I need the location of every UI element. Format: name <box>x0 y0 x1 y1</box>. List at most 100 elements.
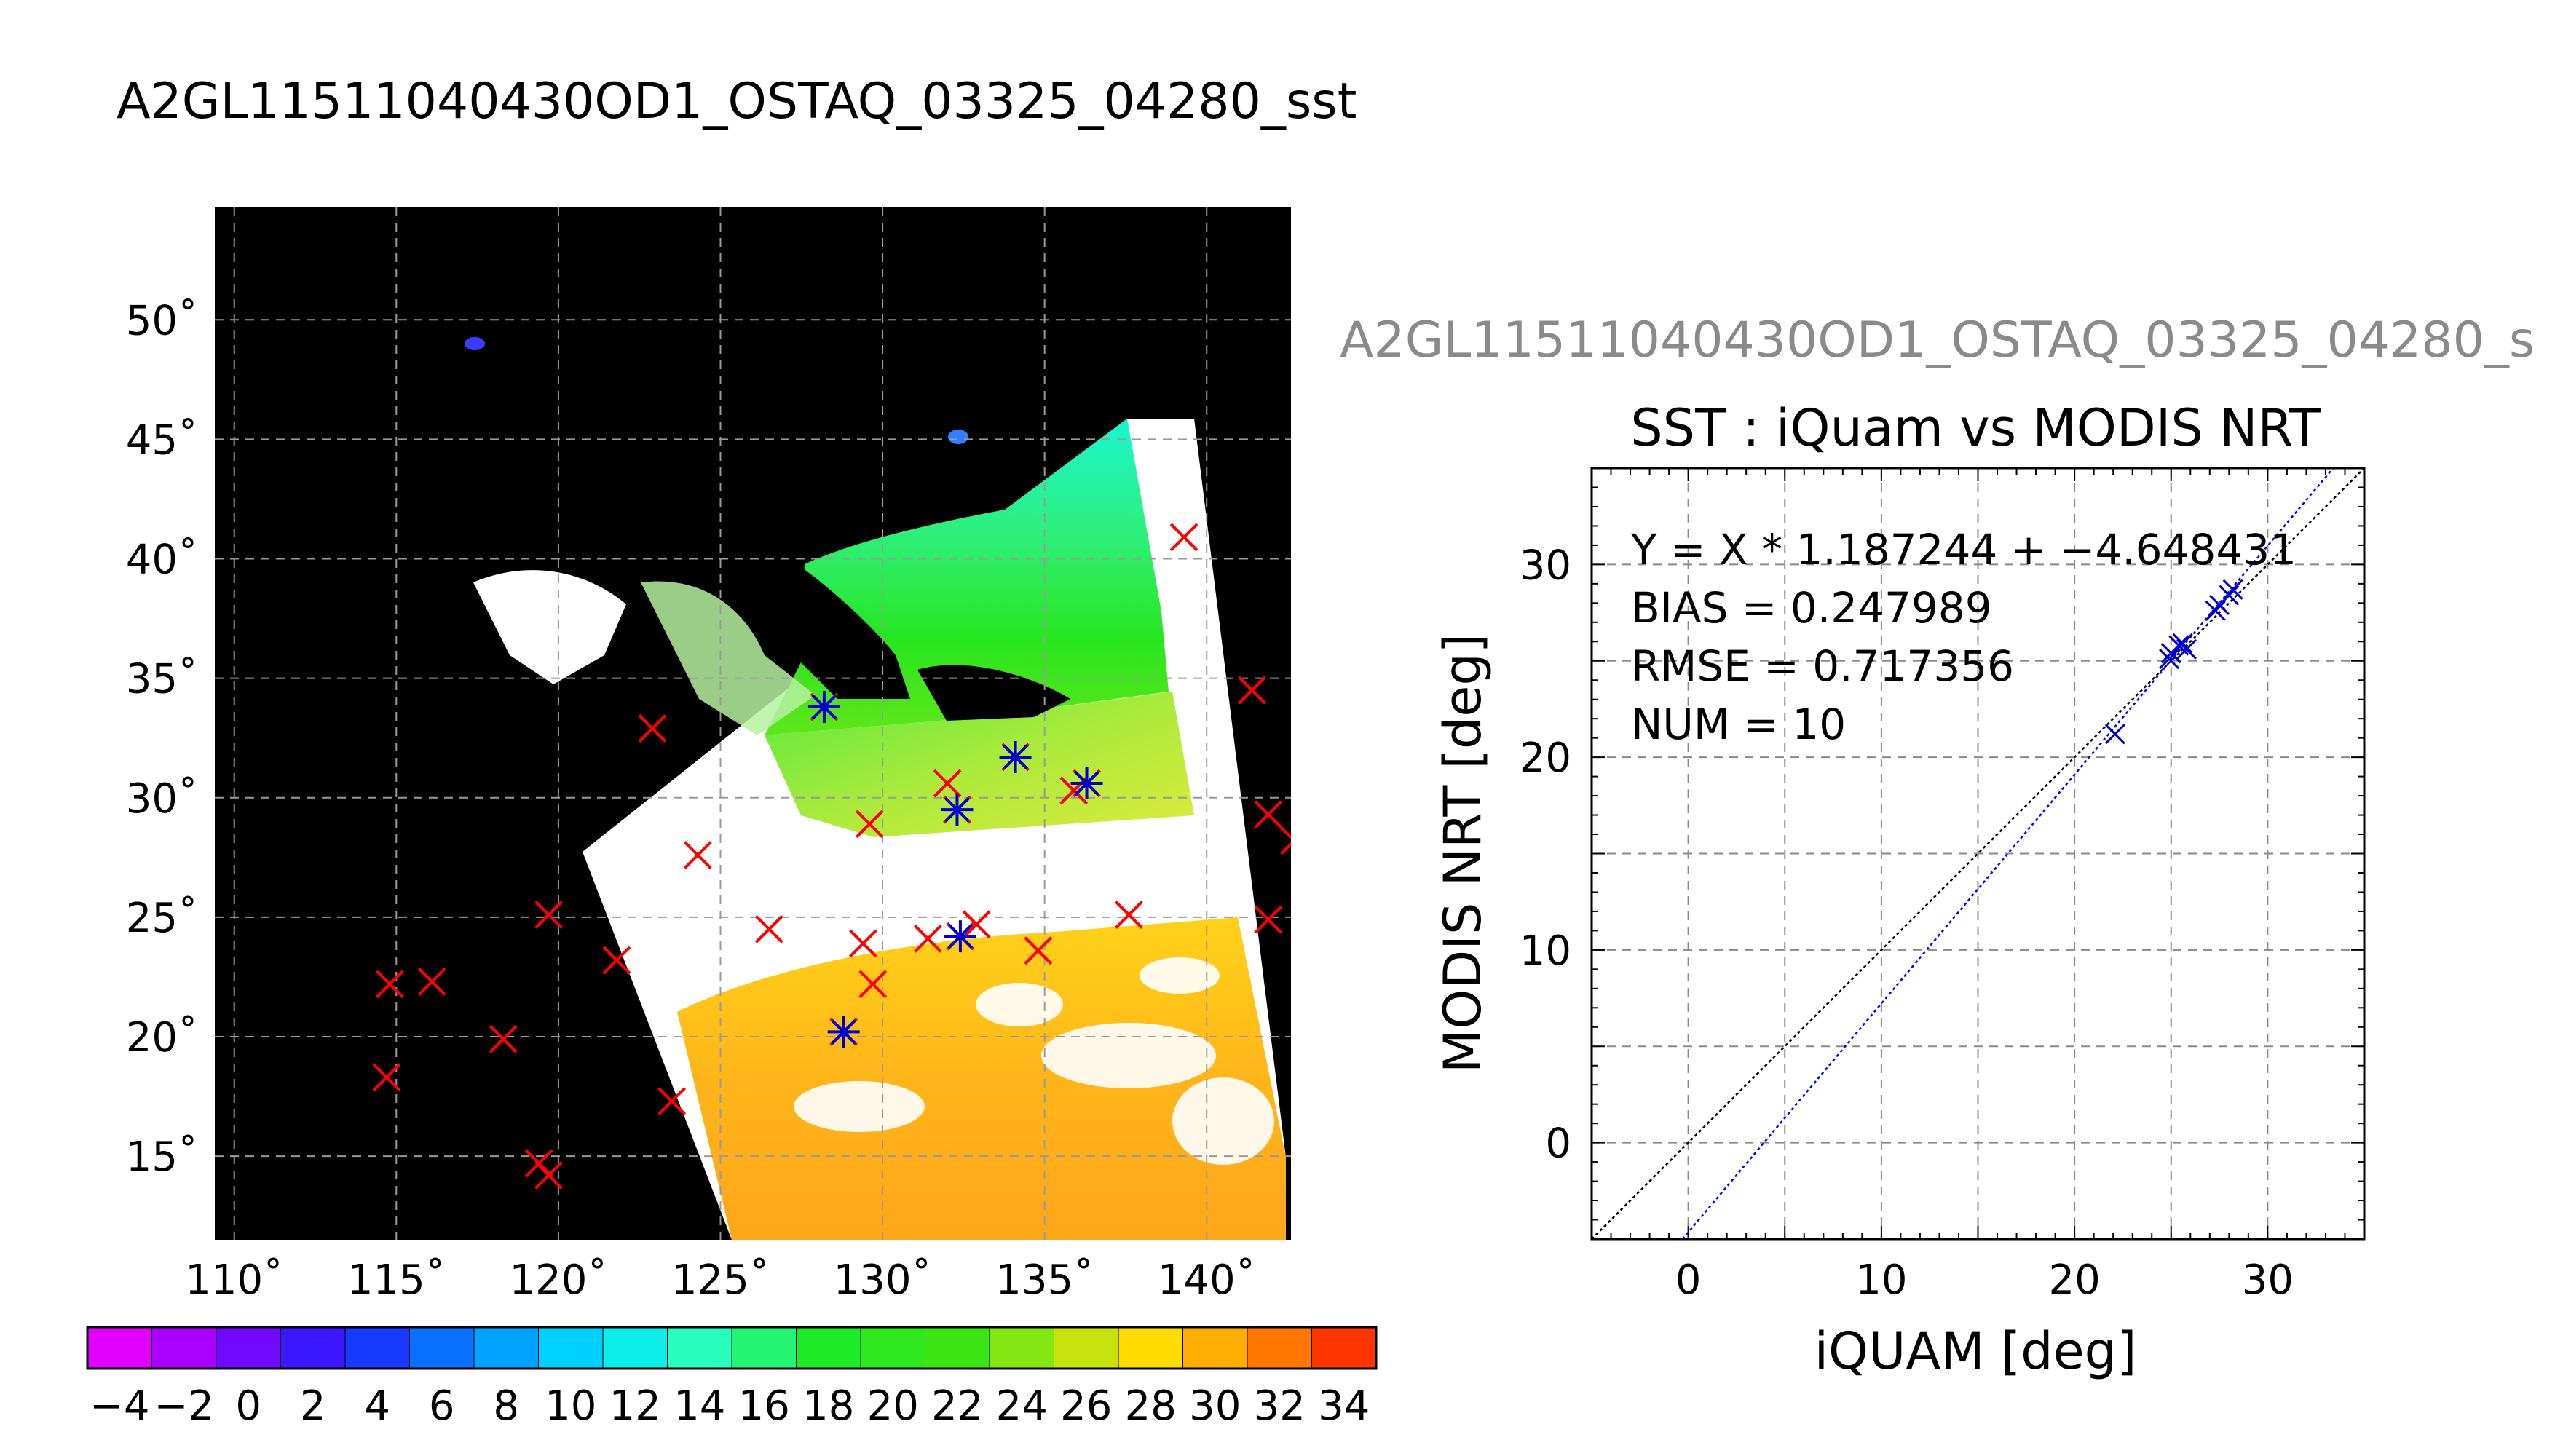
matched-station-cross <box>1003 744 1029 770</box>
iquam-station-marker <box>602 946 631 975</box>
page-title: A2GL11511040430OD1_OSTAQ_03325_04280_sst <box>117 73 1357 130</box>
scatter-panel: SST : iQuam vs MODIS NRT 0 10 20 30 0 10 20 30… <box>1433 398 2366 1381</box>
matched-station-cross <box>831 1019 857 1045</box>
colorbar-swatch <box>602 1326 668 1369</box>
scatter-stat-line: RMSE = 0.717356 <box>1631 641 2014 691</box>
colorbar-swatch <box>473 1326 539 1369</box>
sst-field-mid <box>765 692 1194 837</box>
map-y-tick-label: 45˚ <box>126 416 198 464</box>
iquam-station-marker <box>1059 776 1089 805</box>
iquam-station-marker <box>534 1160 563 1190</box>
scatter-point <box>2159 649 2180 670</box>
colorbar-swatch <box>1247 1326 1312 1369</box>
scatter-stats: Y = X * 1.187244 + −4.648431 BIAS = 0.247… <box>1630 525 2297 749</box>
colorbar-tick-label: 10 <box>545 1382 596 1430</box>
scatter-x-tick-label: 10 <box>1855 1257 1907 1304</box>
colorbar-tick-label: 6 <box>429 1382 455 1430</box>
iquam-station-marker <box>375 970 404 999</box>
scatter-y-tick-labels: 0 10 20 30 <box>1520 542 1571 1167</box>
map-x-tick-label: 130˚ <box>834 1257 932 1304</box>
colorbar-swatch <box>1118 1326 1183 1369</box>
scatter-y-axis-label: MODIS NRT [deg] <box>1433 633 1493 1073</box>
colorbar-swatch <box>731 1326 797 1369</box>
colorbar-tick-label: 20 <box>867 1382 919 1430</box>
map-y-tick-label: 15˚ <box>126 1133 198 1181</box>
sst-field-coast <box>641 581 816 735</box>
scatter-point <box>2176 638 2197 660</box>
colorbar-swatch <box>925 1326 990 1369</box>
sst-field-south <box>677 917 1286 1240</box>
colorbar-tick-labels: −4 −2 0 2 4 6 8 10 12 14 16 18 20 22 24 26 28 30 32 34 <box>90 1382 1370 1430</box>
map-x-tick-label: 140˚ <box>1158 1257 1256 1304</box>
iquam-station-marker <box>1114 901 1143 930</box>
scatter-title: SST : iQuam vs MODIS NRT <box>1630 398 2321 458</box>
iquam-station-marker <box>1024 936 1053 965</box>
iquam-station-marker <box>683 841 712 869</box>
iquam-station-marker <box>848 929 877 958</box>
scatter-x-tick-label: 30 <box>2242 1257 2294 1304</box>
scatter-y-tick-label: 30 <box>1520 542 1571 589</box>
cloud-patches <box>794 957 1274 1165</box>
scatter-x-tick-labels: 0 10 20 30 <box>1675 1257 2294 1304</box>
scatter-y-tick-label: 0 <box>1545 1120 1571 1168</box>
map-x-tick-label: 110˚ <box>185 1257 283 1304</box>
matched-station-cross <box>947 923 974 949</box>
scatter-stat-line: NUM = 10 <box>1631 700 1846 749</box>
colorbar-tick-label: −4 <box>90 1382 150 1430</box>
colorbar-swatch <box>87 1326 152 1369</box>
scatter-x-tick-label: 0 <box>1675 1257 1702 1304</box>
scatter-y-tick-label: 10 <box>1520 927 1571 975</box>
iquam-station-marker <box>417 968 446 996</box>
colorbar-swatch <box>409 1326 475 1369</box>
map-y-tick-label: 35˚ <box>126 656 198 703</box>
iquam-station-marker <box>933 769 962 798</box>
map-y-tick-label: 50˚ <box>126 297 198 344</box>
scatter-point <box>2205 600 2226 621</box>
matched-station-marker <box>827 1016 860 1048</box>
identity-line <box>1591 467 2365 1240</box>
map-x-tick-label: 120˚ <box>509 1257 607 1304</box>
colorbar-swatch <box>151 1326 217 1369</box>
map-x-tick-label: 135˚ <box>995 1257 1094 1304</box>
iquam-station-marker <box>1280 826 1291 855</box>
iquam-station-marker <box>489 1024 518 1053</box>
colorbar-swatch <box>796 1326 861 1369</box>
colorbar-tick-label: 34 <box>1318 1382 1370 1430</box>
matched-station-marker <box>999 740 1032 773</box>
colorbar-tick-label: 24 <box>996 1382 1048 1430</box>
iquam-station-marker <box>1254 905 1283 934</box>
colorbar-swatches <box>87 1326 1377 1369</box>
colorbar-swatch <box>344 1326 410 1369</box>
colorbar-tick-label: −2 <box>154 1382 214 1430</box>
colorbar-tick-label: 26 <box>1060 1382 1112 1430</box>
lake-blue-2 <box>465 337 485 350</box>
matched-station-cross <box>1074 770 1099 796</box>
colorbar-swatch <box>216 1326 281 1369</box>
colorbar-tick-label: 4 <box>364 1382 390 1430</box>
land-korea-gap <box>797 564 910 699</box>
map-y-tick-labels: 15˚ 20˚ 25˚ 30˚ 35˚ 40˚ 45˚ 50˚ <box>126 297 198 1181</box>
scatter-gridlines <box>1591 467 2365 1240</box>
lake-blue-1 <box>948 430 968 444</box>
iquam-station-marker <box>754 914 783 943</box>
map-gridlines <box>215 207 1291 1240</box>
colorbar-swatch <box>280 1326 346 1369</box>
map-x-tick-labels: 110˚ 115˚ 120˚ 125˚ 130˚ 135˚ 140˚ <box>185 1257 1255 1304</box>
scatter-points <box>2104 579 2243 745</box>
map-y-tick-label: 30˚ <box>126 775 198 823</box>
iquam-station-marker <box>638 714 667 743</box>
map-x-tick-label: 115˚ <box>347 1257 446 1304</box>
matched-station-cross <box>944 796 970 823</box>
iquam-station-marker <box>962 910 991 939</box>
iquam-station-marker <box>657 1087 687 1116</box>
colorbar-tick-label: 12 <box>609 1382 661 1430</box>
colorbar-tick-label: 22 <box>931 1382 983 1430</box>
scatter-frame <box>1590 467 2366 1241</box>
map-markers-clipped <box>372 523 1291 1190</box>
iquam-station-marker <box>913 925 942 953</box>
scatter-point <box>2104 724 2125 745</box>
colorbar-tick-label: 0 <box>235 1382 261 1430</box>
colorbar-swatch <box>860 1326 925 1369</box>
colorbar-tick-label: 18 <box>802 1382 854 1430</box>
